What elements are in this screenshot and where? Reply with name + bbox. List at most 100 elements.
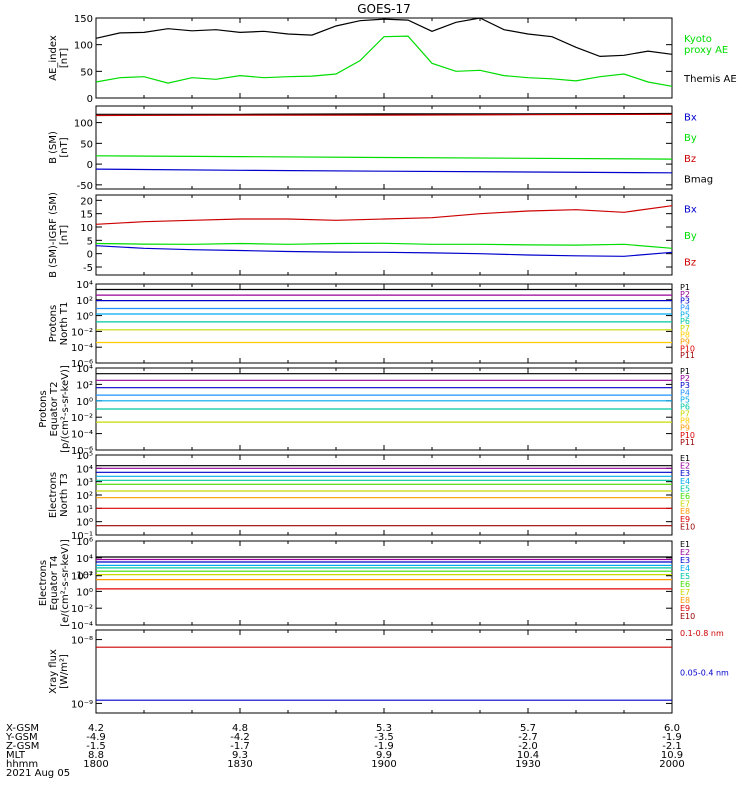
y-tick-label: 10⁻⁴ [71, 621, 93, 632]
ephem-row-label: hhmm [6, 759, 38, 770]
y-tick-label: 0 [87, 250, 93, 261]
panel-frame [95, 194, 673, 276]
ephem-value: 1830 [227, 759, 252, 770]
y-tick-label: -50 [77, 181, 93, 192]
panel-7: 10⁻⁴ 10⁻² 10⁰ 10² 10⁴ 10⁶ ElectronsEquator T4[… [38, 537, 695, 632]
y-tick-label: 10⁵ [76, 451, 93, 462]
ephem-value: 1800 [83, 759, 108, 770]
ephem-value: -2.0 [518, 741, 538, 752]
legend-entry: E3 [680, 469, 690, 478]
legend-entry: P1 [680, 283, 690, 292]
y-axis-label: B (SM)-IGRF (SM)[nT] [48, 192, 70, 278]
legend-entry: E7 [680, 588, 690, 597]
ephem-value: 8.8 [88, 750, 104, 761]
ephem-value: 1900 [371, 759, 396, 770]
legend-entry: P8 [680, 417, 690, 426]
y-tick-label: 10⁻⁹ [71, 699, 93, 710]
y-tick-label: 10⁻⁶ [71, 359, 93, 370]
y-tick-label: 10⁰ [76, 312, 93, 323]
legend-entry: P3 [680, 381, 690, 390]
series-line-kyoto-proxy-ae [95, 35, 673, 87]
legend-entry: E5 [680, 484, 690, 493]
y-tick-label: 10⁻⁷ [71, 572, 93, 583]
y-axis-label: ProtonsEquator T2[p/(cm²-s-sr-keV)] [38, 365, 71, 453]
legend-entry: By [684, 133, 697, 144]
legend-entry: E9 [680, 604, 690, 613]
y-axis-label: ElectronsNorth T3 [48, 472, 70, 518]
ephem-value: 9.9 [376, 750, 392, 761]
panel-8: 10⁻⁹ 10⁻⁸ 10⁻⁷ Xray flux[W/m²] 0.1-0.8 nm 0.0… [48, 572, 729, 714]
legend-entry: P6 [680, 402, 690, 411]
legend-entry: E4 [680, 477, 690, 486]
panel-frame [95, 540, 673, 626]
legend-entry: P11 [680, 438, 695, 447]
y-tick-label: 10² [76, 296, 93, 307]
legend-entry: P4 [680, 388, 690, 397]
panel-1: 0 50 100 150 AE_index[nT] Kyoto proxy AE Themis… [48, 14, 737, 105]
legend-entry: Bx [684, 204, 697, 215]
legend-entry: P2 [680, 374, 690, 383]
legend-entry: P5 [680, 310, 690, 319]
y-tick-label: 10⁻⁴ [71, 430, 93, 441]
legend-entry: E8 [680, 596, 690, 605]
legend-entry: P5 [680, 395, 690, 404]
ephem-row-label: X-GSM [6, 723, 39, 734]
ephem-value: 2000 [659, 759, 684, 770]
legend-entry: Themis AE [683, 74, 737, 85]
y-tick-label: 10² [76, 571, 93, 582]
series-line-bx [95, 168, 673, 174]
y-tick-label: 0 [87, 94, 93, 105]
ephem-row-label: Z-GSM [6, 741, 39, 752]
legend-entry: E2 [680, 462, 690, 471]
legend-entry: P11 [680, 351, 695, 360]
y-tick-label: 0 [87, 160, 93, 171]
y-tick-label: 50 [80, 67, 93, 78]
ephem-value: -1.9 [374, 741, 394, 752]
y-tick-label: 10⁻⁸ [71, 636, 93, 647]
y-tick-label: 20 [80, 196, 93, 207]
series-line-themis-ae [95, 17, 673, 58]
legend-entry: E7 [680, 500, 690, 509]
legend-entry: Bmag [684, 175, 713, 186]
legend-entry: By [684, 231, 697, 242]
y-tick-label: 10⁰ [76, 587, 93, 598]
ephem-value: 6.0 [664, 723, 680, 734]
legend-entry: E1 [680, 454, 690, 463]
legend-entry: P10 [680, 344, 695, 353]
legend-entry: E3 [680, 556, 690, 565]
y-tick-label: 100 [74, 119, 93, 130]
ephem-row-label: Y-GSM [5, 732, 38, 743]
y-tick-label: 10⁴ [76, 554, 93, 565]
legend-entry: E5 [680, 572, 690, 581]
panel-4: 10⁻⁶ 10⁻⁴ 10⁻² 10⁰ 10² 10⁴ ProtonsNorth T1 P1P2… [48, 280, 695, 370]
legend-entry: E6 [680, 492, 690, 501]
plot-title: GOES-17 [357, 2, 411, 16]
ephem-value: 10.4 [517, 750, 539, 761]
legend-entry: P9 [680, 424, 690, 433]
ephem-value: 9.3 [232, 750, 248, 761]
legend-entry: E8 [680, 507, 690, 516]
y-tick-label: 10⁻¹ [71, 531, 93, 542]
legend-entry: P7 [680, 410, 690, 419]
ephem-value: -1.7 [230, 741, 250, 752]
series-line-bmag [96, 112, 673, 115]
ephem-value: 5.7 [520, 723, 536, 734]
y-tick-label: 50 [80, 139, 93, 150]
y-tick-label: 150 [74, 14, 93, 25]
ephem-value: -2.7 [518, 732, 538, 743]
legend-entry: 0.1-0.8 nm [680, 629, 724, 638]
legend-entry: E9 [680, 515, 690, 524]
y-tick-label: 10⁴ [76, 280, 93, 291]
ephem-value: -2.1 [662, 741, 682, 752]
legend-entry: E1 [680, 540, 690, 549]
legend-entry: E4 [680, 564, 690, 573]
panel-2: -50 0 50 100 B (SM)[nT] Bx By Bz Bmag [48, 105, 713, 192]
series-line-bz [95, 113, 673, 117]
y-tick-label: 10⁴ [76, 364, 93, 375]
y-tick-label: 100 [74, 41, 93, 52]
legend-entry: P3 [680, 297, 690, 306]
legend-entry: E6 [680, 580, 690, 589]
y-axis-label: ElectronsEquator T4[e/(cm²-s-sr-keV)] [38, 539, 71, 627]
ephem-value: -1.9 [662, 732, 682, 743]
